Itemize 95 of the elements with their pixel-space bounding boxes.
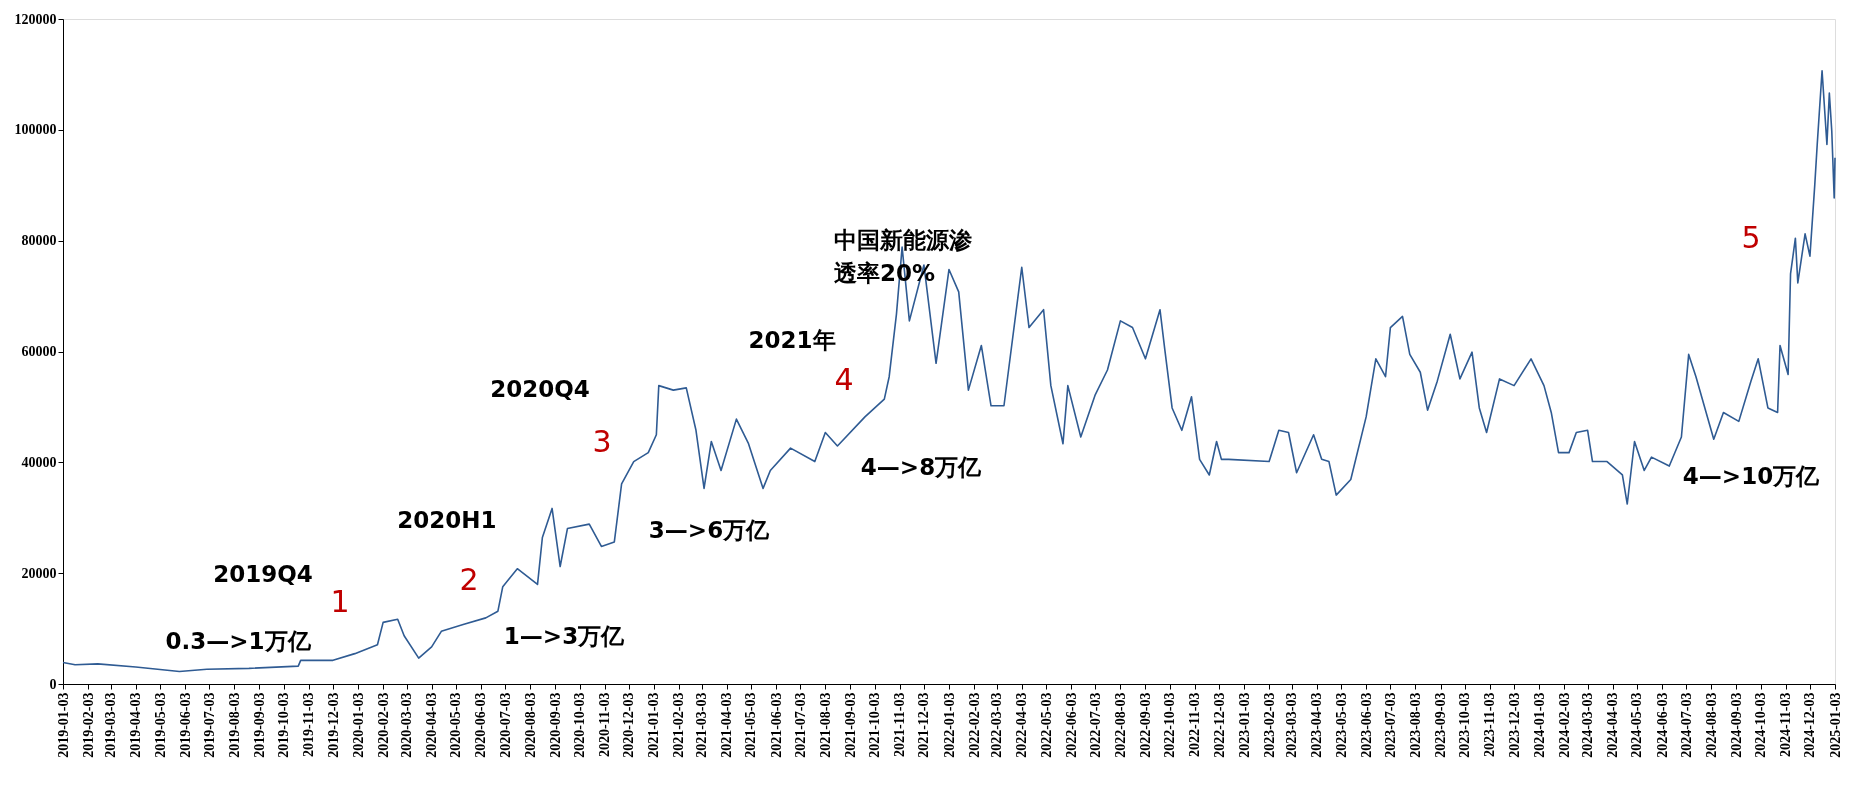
x-tick-label: 2021-05-03 [743, 692, 759, 758]
x-tick-label: 2021-06-03 [768, 692, 784, 758]
x-tick-label: 2022-08-03 [1112, 692, 1128, 758]
y-tick-label: 60000 [21, 344, 57, 359]
y-tick-label: 20000 [21, 565, 57, 581]
x-tick-label: 2021-12-03 [916, 692, 932, 758]
x-tick-label: 2024-04-03 [1605, 692, 1621, 758]
x-tick-label: 2022-03-03 [989, 692, 1005, 758]
y-tick-label: 100000 [14, 122, 57, 138]
annotation: 4 [834, 362, 854, 397]
annotation: 2021年 [748, 327, 836, 353]
annotation: 1 [330, 584, 350, 619]
x-tick-label: 2019-12-03 [325, 692, 341, 758]
x-tick-label: 2021-09-03 [842, 692, 858, 758]
x-tick-label: 2019-01-03 [55, 692, 71, 758]
x-tick-label: 2020-06-03 [473, 692, 489, 758]
x-tick-label: 2023-12-03 [1506, 692, 1522, 758]
x-tick-label: 2019-09-03 [251, 692, 267, 758]
x-tick-label: 2023-08-03 [1407, 692, 1423, 758]
y-tick-label: 40000 [21, 454, 57, 470]
x-tick-label: 2020-08-03 [522, 692, 538, 758]
x-tick-label: 2019-06-03 [177, 692, 193, 758]
annotation: 4—>10万亿 [1682, 463, 1821, 489]
x-tick-label: 2024-03-03 [1580, 692, 1596, 758]
x-tick-label: 2020-07-03 [497, 692, 513, 758]
x-tick-label: 2022-07-03 [1087, 692, 1103, 758]
x-tick-label: 2020-03-03 [399, 692, 415, 758]
x-tick-label: 2021-10-03 [867, 692, 883, 758]
annotation: 5 [1741, 220, 1761, 255]
x-tick-label: 2024-02-03 [1556, 692, 1572, 758]
x-tick-label: 2022-10-03 [1162, 692, 1178, 758]
x-tick-label: 2025-01-03 [1827, 692, 1843, 758]
annotation: 3—>6万亿 [648, 517, 771, 543]
x-tick-label: 2019-04-03 [128, 692, 144, 758]
x-tick-label: 2020-11-03 [597, 692, 613, 758]
x-tick-label: 2021-03-03 [694, 692, 710, 758]
x-tick-label: 2019-07-03 [201, 692, 217, 758]
x-tick-label: 2024-12-03 [1802, 692, 1818, 758]
annotation: 0.3—>1万亿 [165, 628, 312, 654]
x-tick-label: 2019-11-03 [301, 692, 317, 758]
x-tick-label: 2019-03-03 [103, 692, 119, 758]
x-tick-label: 2023-02-03 [1261, 692, 1277, 758]
x-tick-label: 2024-05-03 [1629, 692, 1645, 758]
x-tick-label: 2019-08-03 [226, 692, 242, 758]
x-tick-label: 2021-07-03 [792, 692, 808, 758]
annotation: 2 [459, 562, 479, 597]
x-tick-label: 2022-12-03 [1211, 692, 1227, 758]
x-tick-label: 2023-09-03 [1433, 692, 1448, 758]
x-tick-label: 2023-03-03 [1284, 692, 1300, 758]
y-tick-label: 0 [49, 676, 57, 692]
x-tick-label: 2022-11-03 [1187, 692, 1203, 758]
x-tick-label: 2024-11-03 [1778, 692, 1794, 758]
x-tick-label: 2022-05-03 [1038, 692, 1054, 758]
annotation: 4—>8万亿 [860, 454, 983, 480]
x-tick-label: 2024-06-03 [1654, 692, 1670, 758]
x-tick-label: 2020-05-03 [448, 692, 464, 758]
x-tick-label: 2019-10-03 [276, 692, 292, 758]
annotation: 2020H1 [397, 507, 497, 533]
annotation: 2020Q4 [490, 376, 590, 402]
x-tick-label: 2023-04-03 [1309, 692, 1325, 758]
x-tick-label: 2020-01-03 [350, 692, 366, 758]
x-tick-label: 2023-06-03 [1358, 692, 1374, 758]
x-tick-label: 2021-08-03 [817, 692, 833, 758]
x-tick-label: 2023-07-03 [1382, 692, 1398, 758]
x-tick-label: 2024-01-03 [1531, 692, 1547, 758]
x-tick-label: 2021-04-03 [719, 692, 735, 758]
y-tick-label: 120000 [14, 11, 57, 27]
x-tick-label: 2022-04-03 [1014, 692, 1030, 758]
x-tick-label: 2023-05-03 [1333, 692, 1349, 758]
x-tick-label: 2024-07-03 [1678, 692, 1694, 758]
x-tick-label: 2023-01-03 [1236, 692, 1252, 758]
x-tick-label: 2020-09-03 [547, 692, 563, 758]
x-tick-label: 2022-02-03 [966, 692, 982, 758]
annotation: 3 [592, 424, 612, 459]
x-tick-label: 2022-01-03 [941, 692, 957, 758]
x-tick-label: 2019-05-03 [152, 692, 168, 758]
x-tick-label: 2021-01-03 [646, 692, 662, 758]
x-tick-label: 2020-04-03 [424, 692, 440, 758]
x-tick-label: 2023-11-03 [1482, 692, 1498, 758]
x-tick-label: 2022-09-03 [1137, 692, 1153, 758]
x-tick-label: 2024-09-03 [1728, 692, 1744, 758]
annotation: 1—>3万亿 [503, 623, 626, 649]
x-tick-label: 2023-10-03 [1457, 692, 1473, 758]
x-tick-label: 2021-02-03 [671, 692, 687, 758]
x-tick-label: 2019-02-03 [80, 692, 96, 758]
x-tick-label: 2020-10-03 [572, 692, 588, 758]
x-tick-label: 2020-12-03 [621, 692, 637, 758]
x-tick-label: 2020-02-03 [375, 692, 391, 758]
x-tick-label: 2021-11-03 [892, 692, 908, 758]
annotation: 2019Q4 [213, 561, 313, 587]
x-tick-label: 2022-06-03 [1063, 692, 1079, 758]
x-tick-label: 2024-08-03 [1703, 692, 1719, 758]
line-series [62, 69, 1836, 673]
x-tick-label: 2024-10-03 [1753, 692, 1769, 758]
y-tick-label: 80000 [21, 233, 57, 249]
